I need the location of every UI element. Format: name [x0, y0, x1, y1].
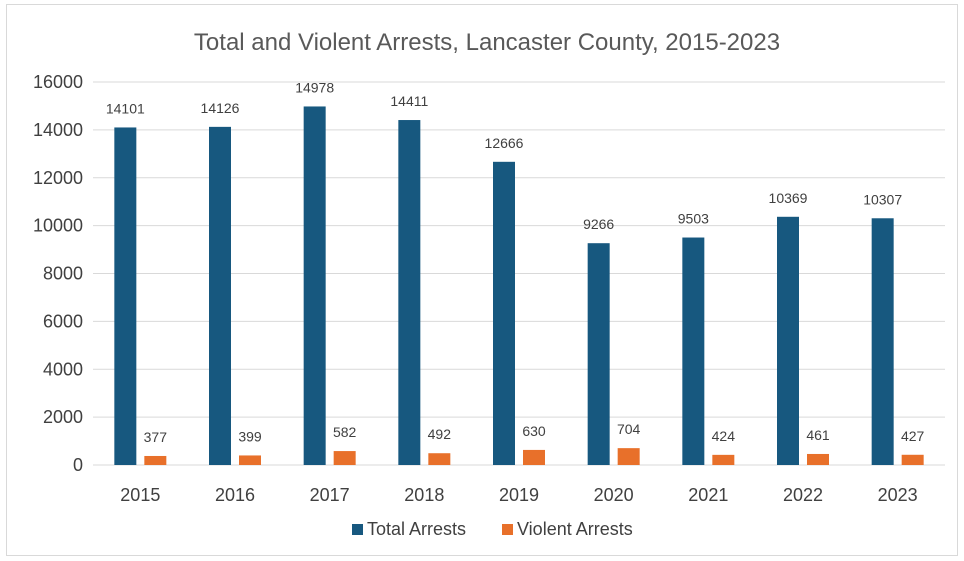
total-arrests-data-label: 9266 [583, 216, 614, 232]
y-axis: 0 2000 4000 6000 8000 10000 12000 14000 16000 [33, 72, 83, 475]
violent-arrests-data-label: 427 [901, 428, 925, 444]
violent-arrests-data-label: 461 [806, 427, 830, 443]
violent-arrests-bar [144, 455, 167, 465]
y-tick-label: 8000 [43, 264, 83, 284]
total-arrests-bar [871, 218, 894, 465]
total-arrests-bar [777, 216, 799, 465]
total-arrests-data-label: 14978 [295, 79, 334, 95]
bar-chart: Total and Violent Arrests, Lancaster Cou… [33, 29, 945, 539]
violent-arrests-bar [333, 451, 356, 465]
violent-arrests-data-label: 399 [238, 428, 262, 444]
y-tick-label: 12000 [33, 168, 83, 188]
total-arrests-bar [114, 127, 137, 466]
total-arrests-data-label: 12666 [485, 135, 524, 151]
y-tick-label: 2000 [43, 407, 83, 427]
violent-arrests-bar [807, 453, 829, 465]
x-tick-label: 2016 [215, 485, 255, 505]
x-tick-label: 2017 [310, 485, 350, 505]
total-arrests-bar [209, 126, 231, 465]
violent-arrests-data-label: 424 [712, 428, 736, 444]
violent-arrests-data-label: 704 [617, 421, 641, 437]
y-tick-label: 10000 [33, 216, 83, 236]
total-arrests-bar [682, 237, 705, 465]
total-arrests-data-label: 14411 [390, 93, 428, 109]
x-tick-label: 2018 [404, 485, 444, 505]
data-labels: 14101 377 14126 399 14978 582 14411 492 12666 630… [106, 79, 925, 445]
violent-arrests-data-label: 582 [333, 424, 357, 440]
total-arrests-data-label: 9503 [678, 211, 709, 227]
chart-title: Total and Violent Arrests, Lancaster Cou… [194, 29, 780, 56]
violent-arrests-bar [523, 449, 545, 465]
violent-arrests-bar [901, 454, 924, 465]
x-axis: 2015 2016 2017 2018 2019 2020 2021 2022 2023 [120, 485, 917, 505]
violent-arrests-data-label: 492 [428, 426, 452, 442]
legend-violent-arrests-swatch [502, 524, 513, 535]
x-tick-label: 2020 [594, 485, 634, 505]
legend: Total Arrests Violent Arrests [352, 519, 633, 539]
total-arrests-bar [493, 161, 515, 466]
violent-arrests-bar [617, 448, 640, 465]
y-tick-label: 4000 [43, 359, 83, 379]
total-arrests-bar [303, 106, 326, 466]
violent-arrests-bar [239, 455, 261, 465]
violent-arrests-bar [428, 453, 451, 465]
y-tick-label: 6000 [43, 311, 83, 331]
legend-total-arrests-swatch [352, 524, 363, 535]
x-tick-label: 2019 [499, 485, 539, 505]
bars [114, 106, 924, 466]
total-arrests-data-label: 14101 [106, 100, 145, 116]
x-tick-label: 2022 [783, 485, 823, 505]
total-arrests-bar [398, 120, 421, 466]
y-tick-label: 0 [73, 455, 83, 475]
y-tick-label: 14000 [33, 120, 83, 140]
total-arrests-data-label: 10369 [769, 190, 808, 206]
total-arrests-bar [587, 243, 610, 465]
violent-arrests-bar [712, 454, 735, 465]
legend-total-arrests-label: Total Arrests [367, 519, 466, 539]
violent-arrests-data-label: 630 [522, 423, 546, 439]
violent-arrests-data-label: 377 [144, 429, 168, 445]
x-tick-label: 2023 [878, 485, 918, 505]
gridlines [93, 81, 945, 466]
legend-violent-arrests-label: Violent Arrests [517, 519, 633, 539]
total-arrests-data-label: 14126 [201, 100, 240, 116]
total-arrests-data-label: 10307 [863, 191, 902, 207]
chart-frame: Total and Violent Arrests, Lancaster Cou… [6, 4, 958, 556]
x-tick-label: 2021 [688, 485, 728, 505]
x-tick-label: 2015 [120, 485, 160, 505]
y-tick-label: 16000 [33, 72, 83, 92]
